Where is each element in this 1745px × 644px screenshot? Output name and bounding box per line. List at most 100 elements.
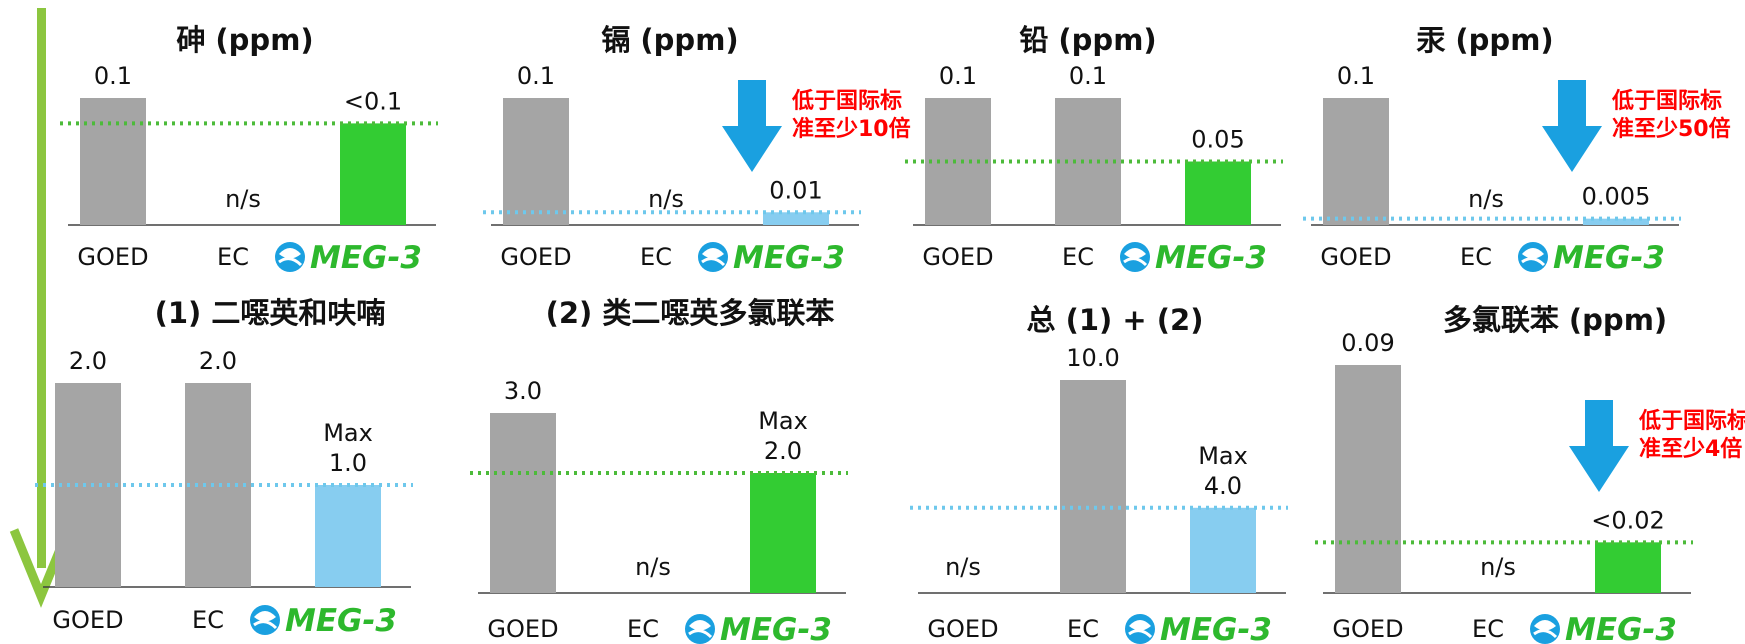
chart-title: 砷 (ppm) [176,23,313,57]
data-label: Max 1.0 [323,419,373,477]
meg3-logo: MEG-3 [685,612,832,644]
data-label-ns: n/s [1480,553,1516,581]
x-tick-label: GOED [927,615,998,643]
data-label: <0.1 [344,87,402,115]
annotation-note: 准至少10倍 [792,116,911,142]
data-label-ns: n/s [225,185,261,213]
data-label: <0.02 [1591,506,1665,534]
annotation-note: 低于国际标 [1638,408,1745,434]
data-label: 2.0 [199,347,237,375]
down-arrow-icon [1569,400,1629,492]
chart-title: (1) 二噁英和呋喃 [155,296,386,330]
data-label: Max 2.0 [758,407,808,465]
data-label-ns: n/s [648,185,684,213]
meg3-fish-logo-icon [1120,242,1150,272]
data-label: 0.09 [1341,329,1394,357]
x-tick-label: EC [1460,243,1492,271]
bar-ec [1060,380,1126,593]
data-label: 0.1 [94,62,132,90]
x-tick-label: EC [1067,615,1099,643]
bar-meg-3 [1190,507,1256,593]
bar-goed [55,383,121,587]
meg3-logo: MEG-3 [275,240,422,276]
meg3-brand-label: MEG-3 [733,240,845,276]
annotation-note: 低于国际标 [1611,88,1722,114]
down-arrow-icon [722,80,782,172]
meg3-fish-logo-icon [250,605,280,635]
x-tick-label: EC [1062,243,1094,271]
meg3-brand-label: MEG-3 [310,240,422,276]
x-tick-label: EC [217,243,249,271]
data-label: 3.0 [504,377,542,405]
meg3-logo: MEG-3 [250,603,397,639]
meg3-fish-logo-icon [275,242,305,272]
chart-panel-5: (1) 二噁英和呋喃 2.0 2.0 Max 1.0 GOED EC MEG-3 [35,296,413,639]
meg3-fish-logo-icon [1518,242,1548,272]
data-label: 2.0 [69,347,107,375]
bar-meg-3 [1583,218,1649,225]
data-label: 0.1 [1337,62,1375,90]
meg3-logo: MEG-3 [1125,612,1272,644]
data-label-ns: n/s [635,553,671,581]
meg3-brand-label: MEG-3 [720,612,832,644]
x-tick-label: GOED [922,243,993,271]
bar-meg-3 [763,212,829,225]
chart-title: 多氯联苯 (ppm) [1443,303,1667,337]
chart-title: 铅 (ppm) [1019,23,1156,57]
down-arrow-icon [1542,80,1602,172]
bar-meg-3 [1185,161,1251,225]
chart-panel-8: 多氯联苯 (ppm) 0.09 n/s <0.02 GOED EC MEG-3 低于国际标准至… [1315,303,1745,644]
chart-title: 汞 (ppm) [1416,23,1553,57]
meg3-brand-label: MEG-3 [285,603,397,639]
bar-meg-3 [1595,542,1661,593]
data-label: Max 4.0 [1198,442,1248,500]
x-tick-label: GOED [1320,243,1391,271]
annotation-note: 低于国际标 [791,88,902,114]
chart-title: 镉 (ppm) [601,23,738,57]
bar-goed [1323,98,1389,225]
chart-panel-6: (2) 类二噁英多氯联苯 3.0 n/s Max 2.0 GOED EC MEG-3 [470,296,848,644]
x-tick-label: EC [1472,615,1504,643]
data-label-ns: n/s [1468,185,1504,213]
x-tick-label: GOED [487,615,558,643]
data-label: 0.01 [769,176,822,204]
meg3-fish-logo-icon [698,242,728,272]
bar-goed [80,98,146,225]
data-label: 0.1 [517,62,555,90]
meg3-logo: MEG-3 [1120,240,1267,276]
meg3-brand-label: MEG-3 [1160,612,1272,644]
chart-panel-3: 铅 (ppm) 0.1 0.1 0.05 GOED EC MEG-3 [905,23,1283,276]
bar-ec [185,383,251,587]
x-tick-label: EC [627,615,659,643]
meg3-brand-label: MEG-3 [1565,612,1677,644]
annotation-note: 准至少4倍 [1639,436,1742,462]
bar-goed [925,98,991,225]
annotation-note: 准至少50倍 [1612,116,1731,142]
bar-meg-3 [315,485,381,587]
meg3-brand-label: MEG-3 [1155,240,1267,276]
bar-meg-3 [340,123,406,225]
x-tick-label: GOED [52,606,123,634]
x-tick-label: GOED [1332,615,1403,643]
x-tick-label: GOED [77,243,148,271]
bar-meg-3 [750,473,816,593]
chart-title: 总 (1) + (2) [1027,303,1204,337]
meg3-logo: MEG-3 [698,240,845,276]
chart-title: (2) 类二噁英多氯联苯 [546,296,835,330]
data-label: 10.0 [1066,344,1119,372]
data-label: 0.005 [1582,183,1651,211]
bar-goed [490,413,556,593]
data-label: 0.1 [1069,62,1107,90]
data-label-ns: n/s [945,553,981,581]
meg3-fish-logo-icon [1125,614,1155,644]
meg3-brand-label: MEG-3 [1553,240,1665,276]
meg3-logo: MEG-3 [1530,612,1677,644]
bar-ec [1055,98,1121,225]
x-tick-label: EC [640,243,672,271]
x-tick-label: EC [192,606,224,634]
bar-goed [1335,365,1401,593]
data-label: 0.05 [1191,126,1244,154]
